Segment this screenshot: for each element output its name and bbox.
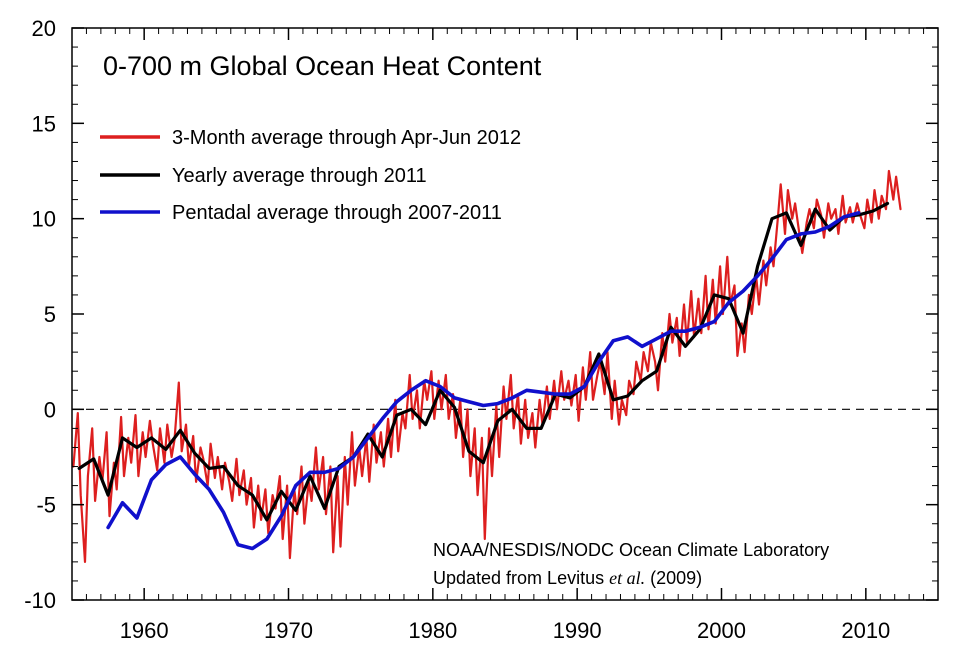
credit-line-1: NOAA/NESDIS/NODC Ocean Climate Laborator… [433,540,829,560]
y-tick-label: -10 [24,588,56,613]
y-tick-label: -5 [36,493,56,518]
series-yearly-line [77,201,890,522]
legend-label-yearly: Yearly average through 2011 [172,165,427,187]
credit-line-2: Updated from Levitus et al. (2009) [433,568,702,588]
x-tick-label: 1970 [264,618,313,643]
x-tick-label: 1960 [120,618,169,643]
x-tick-label: 2000 [697,618,746,643]
chart-title: 0-700 m Global Ocean Heat Content [103,51,542,81]
x-tick-label: 2010 [841,618,890,643]
credit-line-2-suffix: (2009) [645,568,702,588]
series-layer [72,169,902,564]
x-tick-label: 1980 [408,618,457,643]
x-tick-label: 1990 [553,618,602,643]
y-tick-label: 5 [44,302,56,327]
y-tick-label: 20 [32,16,56,41]
credit-line-2-italic: et al. [609,568,645,588]
legend-label-3month: 3-Month average through Apr-Jun 2012 [172,127,521,149]
y-tick-label: 10 [32,207,56,232]
legend: 3-Month average through Apr-Jun 2012 Yea… [100,127,521,224]
credit-block: NOAA/NESDIS/NODC Ocean Climate Laborator… [433,540,829,588]
y-tick-label: 0 [44,397,56,422]
legend-label-pentadal: Pentadal average through 2007-2011 [172,202,502,224]
y-tick-label: 15 [32,111,56,136]
credit-line-2-prefix: Updated from Levitus [433,568,609,588]
tick-layer: 1960 1970 1980 1990 2000 2010 -10 -5 0 5 10 15 20 [24,16,939,643]
series-pentadal-line [106,211,861,551]
